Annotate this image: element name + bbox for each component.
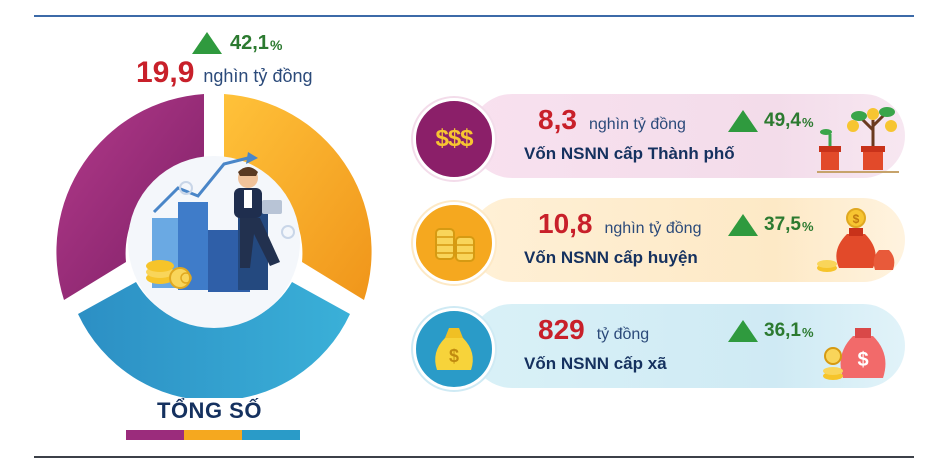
money-bag-icon: $ [413,308,495,390]
total-growth-sign: % [269,37,283,53]
coins-stack-icon [413,202,495,284]
card-city-unit: nghìn tỷ đồng [588,116,686,133]
total-growth: 42,1 % [192,30,282,56]
card-city-growth: 49,4 % [728,110,814,132]
card-district-value: 10,8 nghìn tỷ đồng [538,208,701,240]
card-commune-number: 829 [538,314,585,345]
card-commune-growth-sign: % [801,325,814,340]
bar-orange [184,430,242,440]
money-bag-icon-graphic: $ [435,328,473,370]
card-district-growth: 37,5 % [728,214,814,236]
card-commune-value: 829 tỷ đồng [538,314,649,346]
svg-text:$: $ [853,212,860,226]
card-commune-growth: 36,1 % [728,320,814,342]
bar-purple [126,430,184,440]
card-commune: 829 tỷ đồng Vốn NSNN cấp xã 36,1 % $ [470,304,905,388]
donut-graphic [56,94,372,398]
card-district-number: 10,8 [538,208,593,239]
businessman-chart-illustration [146,152,295,292]
card-city: 8,3 nghìn tỷ đồng Vốn NSNN cấp Thành phố… [470,94,905,178]
money-bag-icon: $ [823,328,886,380]
top-rule [34,15,914,17]
total-value-unit: nghìn tỷ đồng [203,66,313,86]
bottom-rule [34,456,914,458]
donut-segment-blue [78,282,350,398]
up-triangle-icon [728,110,758,132]
up-triangle-icon [728,320,758,342]
up-triangle-icon [192,32,222,54]
money-tree-icon [817,107,899,173]
up-triangle-icon [728,214,758,236]
card-city-number: 8,3 [538,104,577,135]
card-commune-unit: tỷ đồng [596,326,650,343]
card-district-growth-value: 37,5 [764,214,801,235]
card-commune-growth-value: 36,1 [764,320,801,341]
donut-segment-purple [56,94,205,300]
card-city-label: Vốn NSNN cấp Thành phố [524,144,735,163]
money-bag-icon: $ [817,208,895,272]
card-city-value: 8,3 nghìn tỷ đồng [538,104,686,136]
coins-stack-icon-graphic [435,228,475,262]
card-district-growth-sign: % [801,219,814,234]
card-city-growth-sign: % [801,115,814,130]
total-value: 19,9 nghìn tỷ đồng [136,56,312,90]
card-commune-label: Vốn NSNN cấp xã [524,354,667,373]
svg-text:$: $ [857,349,868,371]
total-value-number: 19,9 [136,56,195,89]
card-city-growth-value: 49,4 [764,110,801,131]
money-stack-icon-text: $$$ [435,125,473,152]
total-color-bar [126,430,300,440]
money-stack-icon: $$$ [413,98,495,180]
total-label: TỔNG SỐ [157,398,262,423]
card-district-unit: nghìn tỷ đồng [604,220,702,237]
donut-segment-orange [224,94,372,300]
bar-blue [242,430,300,440]
card-district: 10,8 nghìn tỷ đồng Vốn NSNN cấp huyện 37… [470,198,905,282]
total-growth-value: 42,1 [230,31,269,54]
card-district-label: Vốn NSNN cấp huyện [524,248,698,267]
svg-text:$: $ [449,346,459,366]
